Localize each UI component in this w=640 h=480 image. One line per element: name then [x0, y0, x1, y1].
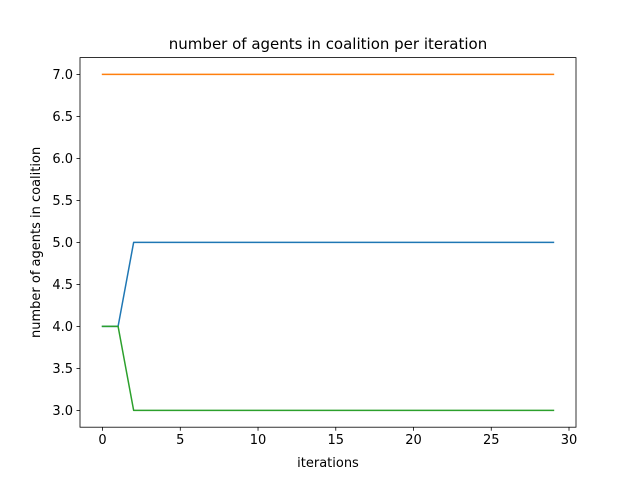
series-layer [101, 73, 555, 412]
series-line-3 [101, 325, 555, 412]
x-axis: 0 5 10 15 20 25 30 [98, 427, 577, 448]
x-tick-label: 20 [405, 433, 422, 448]
x-tick-label: 0 [98, 433, 106, 448]
y-axis: 3.0 3.5 4.0 4.5 5.0 5.5 6.0 6.5 7.0 [52, 68, 80, 419]
y-tick-label: 7.0 [52, 68, 73, 83]
x-axis-label: iterations [297, 456, 359, 471]
y-tick-label: 4.5 [52, 278, 73, 293]
y-tick-label: 3.0 [52, 404, 73, 419]
y-tick-label: 5.5 [52, 194, 73, 209]
y-tick-label: 3.5 [52, 362, 73, 377]
x-tick-label: 15 [328, 433, 345, 448]
x-tick-label: 5 [176, 433, 184, 448]
y-tick-label: 6.5 [52, 110, 73, 125]
x-tick-label: 30 [561, 433, 578, 448]
x-tick-label: 10 [250, 433, 267, 448]
y-axis-label: number of agents in coalition [29, 147, 44, 338]
y-tick-label: 6.0 [52, 152, 73, 167]
y-tick-label: 5.0 [52, 236, 73, 251]
x-tick-label: 25 [483, 433, 500, 448]
y-tick-label: 4.0 [52, 320, 73, 335]
chart-title: number of agents in coalition per iterat… [169, 35, 487, 53]
